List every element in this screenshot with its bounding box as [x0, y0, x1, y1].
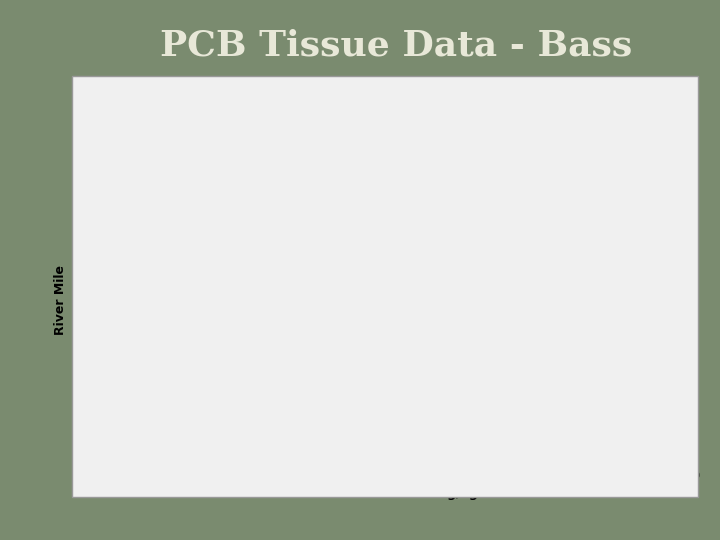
- Point: [516, 409, 528, 417]
- Point: [516, 454, 528, 462]
- Point: [574, 406, 585, 414]
- Title: Total PCBs in Small Mouth Bass
(Whole Body): Total PCBs in Small Mouth Bass (Whole Bo…: [284, 102, 530, 132]
- Text: Ecological
Tissue TRV =
620 ug/kg: Ecological Tissue TRV = 620 ug/kg: [148, 332, 215, 365]
- Y-axis label: River Mile: River Mile: [55, 265, 68, 335]
- Point: [343, 426, 355, 435]
- Point: [516, 431, 528, 440]
- Point: [343, 422, 355, 430]
- Point: [574, 244, 585, 252]
- Text: HH ATC (HQ = 1) =
80 ug/kg: HH ATC (HQ = 1) = 80 ug/kg: [482, 338, 581, 359]
- Point: [574, 400, 585, 409]
- Point: [401, 433, 413, 441]
- Point: [574, 166, 585, 174]
- Text: Swan Island Lagoon: Swan Island Lagoon: [309, 209, 426, 222]
- Point: [574, 396, 585, 404]
- Point: [631, 452, 643, 461]
- Point: [286, 409, 297, 417]
- Text: PCB Tissue Data - Bass: PCB Tissue Data - Bass: [160, 29, 632, 63]
- Point: [631, 406, 643, 414]
- Point: [459, 442, 470, 451]
- Point: [343, 376, 355, 385]
- X-axis label: Concentration (ug/kg): Concentration (ug/kg): [330, 487, 484, 500]
